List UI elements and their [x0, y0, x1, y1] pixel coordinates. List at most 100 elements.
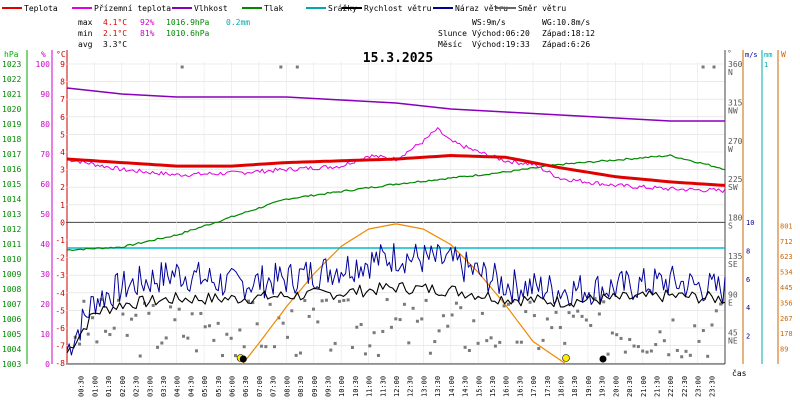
pct-tick: 90: [40, 90, 50, 99]
radiation-tick: 178: [780, 330, 793, 338]
humidity-line: [66, 87, 725, 122]
temp-tick: -2: [55, 254, 65, 263]
wind-gust-info: WG:10.8m/s: [542, 18, 590, 27]
hpa-tick: 1021: [2, 90, 21, 99]
time-tick: 12:00: [393, 376, 401, 397]
wind-direction-point: [259, 344, 263, 348]
moonset-info: Západ:6:26: [542, 40, 590, 49]
time-tick: 06:30: [242, 376, 250, 397]
pct-tick: 80: [40, 120, 50, 129]
radiation-tick: 801: [780, 222, 793, 230]
wind-direction-point: [667, 353, 671, 357]
wind-direction-point: [394, 317, 398, 321]
wind-direction-point: [454, 301, 458, 305]
time-tick: 04:30: [187, 376, 195, 397]
time-tick: 22:00: [667, 376, 675, 397]
rad-unit-label: W: [781, 50, 786, 59]
wind-speed-tick: 4: [746, 304, 750, 312]
wind-gust-line: [66, 243, 726, 356]
wind-direction-point: [164, 336, 168, 340]
hpa-tick: 1009: [2, 270, 21, 279]
wind-direction-point: [294, 353, 298, 357]
wind-direction-point: [472, 319, 476, 323]
hpa-tick: 1012: [2, 225, 21, 234]
hpa-tick: 1011: [2, 240, 21, 249]
wind-speed-tick: 8: [746, 247, 750, 255]
direction-degree-tick: 45: [728, 329, 738, 338]
mm-unit-label: mm: [764, 51, 772, 59]
stats-avg-label: avg: [78, 40, 93, 49]
wind-direction-point: [285, 335, 289, 339]
pct-tick: 0: [45, 360, 50, 369]
temp-tick: 2: [60, 183, 65, 192]
wind-direction-point: [415, 319, 419, 323]
time-tick: 14:30: [462, 376, 470, 397]
pct-tick: 40: [40, 240, 50, 249]
wind-direction-point: [649, 349, 653, 353]
wind-direction-point: [420, 317, 424, 321]
wind-direction-point: [281, 321, 285, 325]
wind-direction-point: [138, 354, 142, 358]
pct-unit-label: %: [41, 50, 46, 59]
wind-direction-point: [541, 338, 545, 342]
wind-direction-point: [134, 313, 138, 317]
time-tick: 08:00: [283, 376, 291, 397]
stats-min-temp: 2.1°C: [103, 29, 127, 38]
temp-tick: 6: [60, 113, 65, 122]
hpa-tick: 1015: [2, 180, 21, 189]
time-tick: 23:30: [708, 376, 716, 397]
pressure-line: [66, 154, 726, 251]
wind-direction-point: [398, 318, 402, 322]
time-tick: 17:00: [530, 376, 538, 397]
wind-direction-point: [554, 310, 558, 314]
wind-direction-point: [121, 312, 125, 316]
time-tick: 20:30: [626, 376, 634, 397]
legend-label: Rychlost větru: [364, 4, 432, 13]
direction-degree-tick: 270: [728, 137, 743, 146]
time-tick: 11:30: [379, 376, 387, 397]
wind-direction-point: [320, 299, 324, 303]
time-tick: 19:00: [585, 376, 593, 397]
sunset-marker: [562, 354, 570, 362]
wind-direction-point: [606, 352, 610, 356]
wind-direction-point: [485, 339, 489, 343]
wind-direction-point: [467, 349, 471, 353]
wind-direction-point: [95, 340, 99, 344]
legend-label: Teplota: [24, 4, 58, 13]
time-tick: 18:00: [558, 376, 566, 397]
wind-direction-point: [255, 322, 259, 326]
radiation-tick: 89: [780, 346, 788, 354]
rain-tick: 1: [764, 61, 768, 69]
wind-direction-point: [515, 340, 519, 344]
wind-direction-point: [402, 302, 406, 306]
wind-direction-point: [671, 318, 675, 322]
wind-direction-point: [156, 345, 160, 349]
wind-direction-point: [498, 340, 502, 344]
wind-direction-point: [688, 353, 692, 357]
stats-avg-temp: 3.3°C: [103, 40, 127, 49]
wind-direction-point: [714, 309, 718, 313]
wind-direction-point: [506, 302, 510, 306]
wind-direction-point: [359, 323, 363, 327]
wind-direction-point: [701, 65, 705, 69]
time-tick: 10:00: [338, 376, 346, 397]
temp-tick: 4: [60, 148, 65, 157]
hpa-tick: 1014: [2, 195, 21, 204]
wind-direction-point: [558, 325, 562, 329]
direction-degree-tick: 180: [728, 214, 743, 223]
wind-direction-point: [295, 65, 299, 69]
direction-label-tick: W: [728, 145, 733, 154]
wind-direction-point: [246, 299, 250, 303]
wind-speed-tick: 2: [746, 333, 750, 341]
wind-direction-point: [169, 305, 173, 309]
time-tick: 08:30: [297, 376, 305, 397]
wind-direction-point: [632, 344, 636, 348]
wind-direction-point: [180, 65, 184, 69]
time-axis-label: čas: [732, 368, 747, 378]
hpa-tick: 1018: [2, 135, 21, 144]
direction-label-tick: E: [728, 298, 733, 307]
wind-direction-point: [151, 303, 155, 307]
time-tick: 05:00: [201, 376, 209, 397]
temp-tick: -1: [55, 236, 65, 245]
radiation-tick: 534: [780, 269, 793, 277]
